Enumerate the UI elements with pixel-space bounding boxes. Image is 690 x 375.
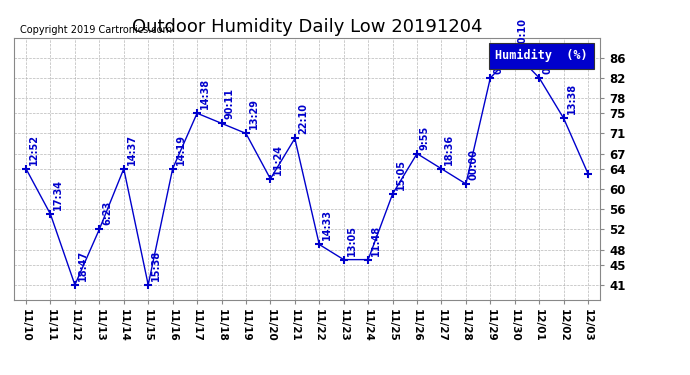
Legend:  — [21, 45, 32, 56]
Text: 11:48: 11:48 — [371, 225, 381, 256]
Text: 12:52: 12:52 — [29, 134, 39, 165]
Text: 14:37: 14:37 — [127, 134, 137, 165]
Text: 14:19: 14:19 — [175, 134, 186, 165]
Text: 9:55: 9:55 — [420, 125, 430, 150]
Text: 00:00: 00:00 — [469, 149, 479, 180]
Text: 00:00: 00:00 — [493, 43, 503, 74]
Text: 18:47: 18:47 — [78, 250, 88, 281]
Text: 6:23: 6:23 — [102, 201, 112, 225]
Text: 00:10: 00:10 — [518, 18, 528, 49]
Text: 14:38: 14:38 — [200, 78, 210, 109]
Text: 17:34: 17:34 — [53, 179, 63, 210]
Text: Humidity  (%): Humidity (%) — [495, 50, 588, 62]
Text: 90:11: 90:11 — [224, 88, 235, 119]
Text: Copyright 2019 Cartronics.com: Copyright 2019 Cartronics.com — [19, 25, 172, 35]
Text: 15:38: 15:38 — [151, 250, 161, 281]
Title: Outdoor Humidity Daily Low 20191204: Outdoor Humidity Daily Low 20191204 — [132, 18, 482, 36]
Text: 18:36: 18:36 — [444, 134, 455, 165]
Text: 13:05: 13:05 — [346, 225, 357, 256]
Text: 11:24: 11:24 — [273, 144, 284, 175]
Text: 14:33: 14:33 — [322, 209, 332, 240]
Text: 22:10: 22:10 — [298, 104, 308, 134]
Text: 13:29: 13:29 — [249, 98, 259, 129]
FancyBboxPatch shape — [489, 43, 594, 69]
Text: 15:05: 15:05 — [395, 159, 406, 190]
Text: 05:38: 05:38 — [542, 43, 552, 74]
Text: 13:38: 13:38 — [566, 83, 577, 114]
